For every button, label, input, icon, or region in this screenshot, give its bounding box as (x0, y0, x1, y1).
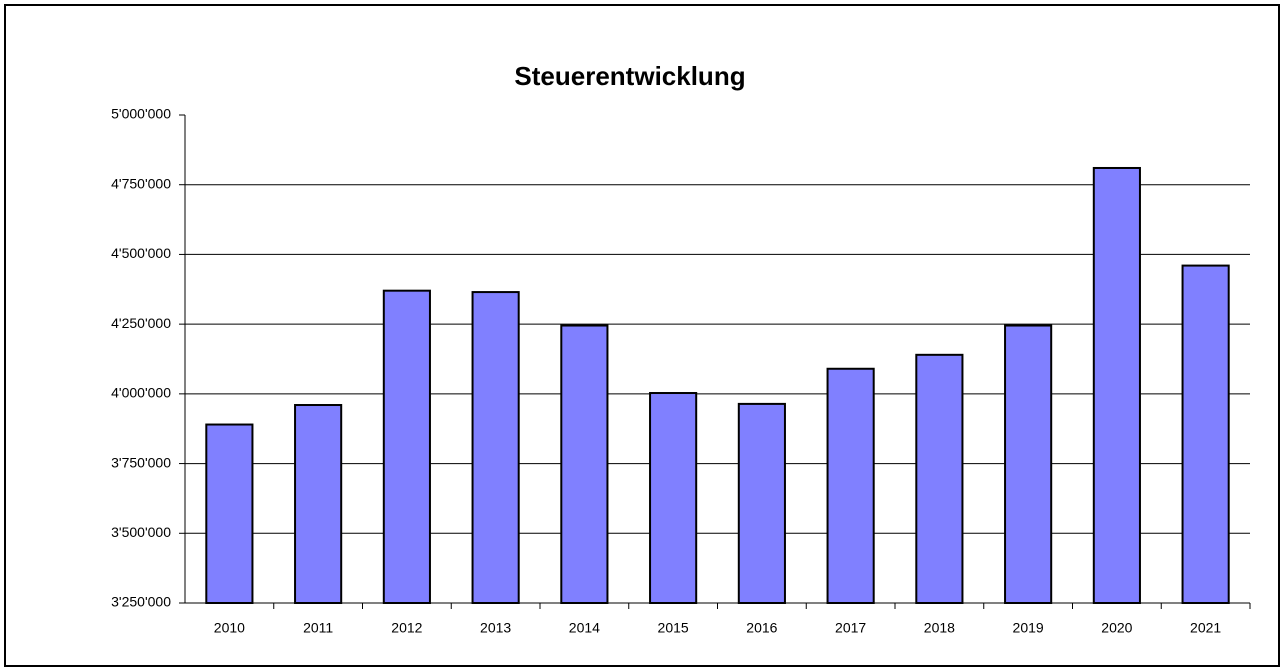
bar (1181, 264, 1230, 604)
bar (382, 289, 431, 604)
x-tick-label: 2018 (924, 620, 955, 636)
y-tick-label: 4'750'000 (111, 175, 171, 191)
y-tick-label: 4'500'000 (111, 245, 171, 261)
chart-title: Steuerentwicklung (514, 61, 745, 91)
x-tick-label: 2012 (391, 620, 422, 636)
bar (560, 324, 609, 604)
x-tick-label: 2010 (214, 620, 245, 636)
x-tick-label: 2020 (1101, 620, 1132, 636)
x-tick-label: 2014 (569, 620, 600, 636)
bar (649, 392, 698, 604)
bar (1004, 324, 1053, 604)
x-tick-label: 2013 (480, 620, 511, 636)
bar (294, 404, 343, 604)
x-tick-label: 2011 (303, 620, 333, 636)
x-tick-label: 2021 (1190, 620, 1221, 636)
y-tick-label: 3'750'000 (111, 454, 171, 470)
chart-frame (4, 4, 1280, 667)
bar (471, 291, 520, 604)
bar (205, 423, 254, 604)
x-tick-label: 2015 (658, 620, 689, 636)
bar (1092, 166, 1141, 605)
x-tick-label: 2016 (746, 620, 777, 636)
x-tick-label: 2017 (835, 620, 866, 636)
y-tick-label: 3'500'000 (111, 524, 171, 540)
x-tick-label: 2019 (1013, 620, 1044, 636)
bar (915, 353, 964, 604)
bar (737, 402, 786, 604)
y-tick-label: 4'250'000 (111, 315, 171, 331)
bar (826, 367, 875, 605)
y-tick-label: 5'000'000 (111, 106, 171, 122)
y-tick-label: 4'000'000 (111, 385, 171, 401)
y-tick-label: 3'250'000 (111, 594, 171, 610)
